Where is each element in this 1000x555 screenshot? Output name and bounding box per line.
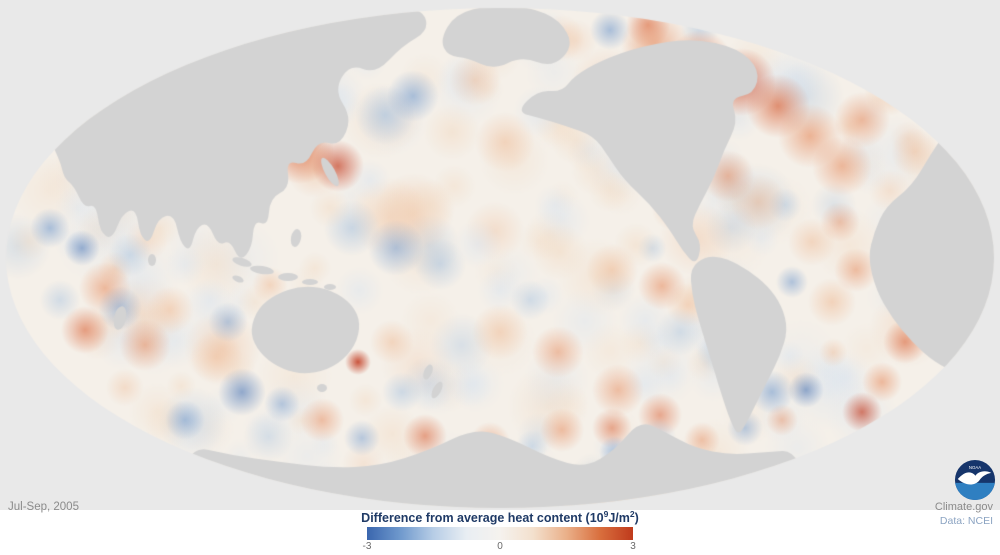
noaa-logo-text: NOAA <box>969 465 981 470</box>
legend-title: Difference from average heat content (10… <box>0 509 1000 525</box>
legend-title-exponent: 9 <box>603 509 609 519</box>
legend-title-exponent-2: 2 <box>629 509 635 519</box>
legend-title-unit: J/m <box>608 511 630 526</box>
colorbar-gradient <box>367 527 633 540</box>
legend-title-text: Difference from average heat content (10 <box>361 511 604 526</box>
colorbar-tick-min: -3 <box>362 541 372 552</box>
data-source-label: Data: NCEI <box>939 514 993 527</box>
climate-gov-credit: Climate.gov <box>934 501 993 513</box>
date-range-label: Jul-Sep, 2005 <box>8 501 79 513</box>
legend-title-suffix: ) <box>634 511 639 526</box>
world-map-canvas <box>0 0 1000 510</box>
colorbar-ticks: -3 0 3 <box>363 541 636 553</box>
noaa-logo-bird <box>957 471 992 485</box>
credits-block: Climate.gov Data: NCEI <box>935 501 993 527</box>
noaa-logo: NOAA <box>954 459 996 501</box>
colorbar-tick-zero: 0 <box>497 541 503 552</box>
noaa-logo-sea <box>954 482 996 501</box>
colorbar-tick-max: 3 <box>630 541 636 552</box>
